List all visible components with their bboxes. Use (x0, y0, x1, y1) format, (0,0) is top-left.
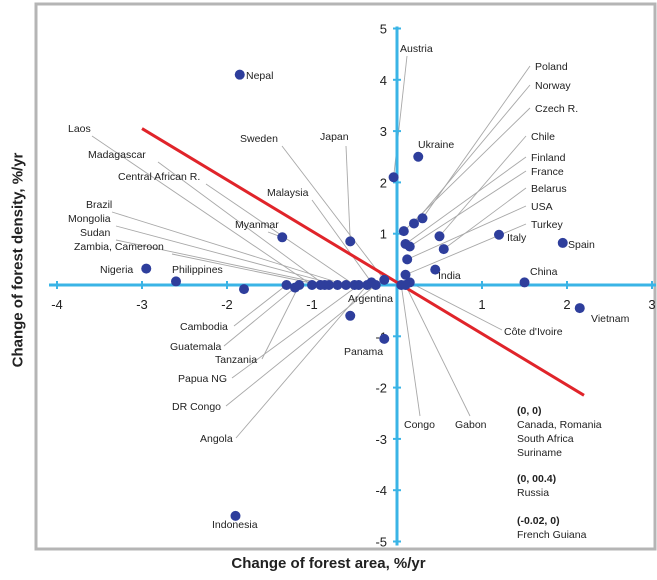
point-label: Laos (68, 123, 91, 135)
data-point (558, 238, 568, 248)
point-label: Spain (568, 239, 595, 251)
x-tick-label: 1 (478, 297, 485, 312)
point-label: India (438, 270, 461, 282)
point-label: Tanzania (215, 354, 257, 366)
point-label: DR Congo (172, 401, 221, 413)
y-tick-label: 3 (380, 124, 387, 139)
point-label: Panama (344, 346, 383, 358)
point-label: France (531, 166, 564, 178)
x-tick-label: 3 (648, 297, 655, 312)
data-point (418, 213, 428, 223)
point-label: Sweden (240, 133, 278, 145)
point-label: Italy (507, 232, 527, 244)
point-label: Angola (200, 433, 233, 445)
y-tick-label: -2 (375, 381, 387, 396)
data-point (409, 218, 419, 228)
data-point (405, 242, 415, 252)
point-label: Malaysia (267, 187, 309, 199)
point-label: Poland (535, 61, 568, 73)
point-label: Gabon (455, 419, 487, 431)
y-tick-label: 5 (380, 22, 387, 37)
point-label: Turkey (531, 219, 563, 231)
data-point (439, 244, 449, 254)
point-label: Mongolia (68, 213, 111, 225)
y-tick-label: 2 (380, 175, 387, 190)
point-label: Chile (531, 131, 555, 143)
data-point (294, 280, 304, 290)
data-point (239, 284, 249, 294)
point-label: Ukraine (418, 139, 454, 151)
point-label: Zambia, Cameroon (74, 241, 164, 253)
annotation-text: French Guiana (517, 529, 587, 541)
point-label: Austria (400, 43, 433, 55)
data-point (277, 232, 287, 242)
point-label: Philippines (172, 264, 223, 276)
annotation-text: (-0.02, 0) (517, 515, 560, 527)
x-tick-label: -4 (51, 297, 63, 312)
data-point (282, 280, 292, 290)
point-label: Japan (320, 131, 349, 143)
point-label: Papua NG (178, 373, 227, 385)
x-tick-label: -2 (221, 297, 233, 312)
point-label: Czech R. (535, 103, 578, 115)
point-label: Sudan (80, 227, 111, 239)
data-point (379, 334, 389, 344)
data-point (171, 276, 181, 286)
y-tick-label: -3 (375, 432, 387, 447)
point-label: Vietnam (591, 313, 630, 325)
annotation-text: (0, 0) (517, 405, 542, 417)
point-label: Cambodia (180, 321, 228, 333)
x-tick-label: 2 (563, 297, 570, 312)
data-point (413, 152, 423, 162)
data-point (401, 280, 411, 290)
point-label: Brazil (86, 199, 112, 211)
annotation-text: Suriname (517, 447, 562, 459)
y-tick-label: 4 (380, 73, 387, 88)
data-point (141, 264, 151, 274)
x-tick-label: -3 (136, 297, 148, 312)
point-label: Myanmar (235, 219, 279, 231)
data-point (520, 277, 530, 287)
data-point (389, 172, 399, 182)
point-label: Côte d'Ivoire (504, 326, 563, 338)
annotation-text: (0, 00.4) (517, 473, 556, 485)
y-tick-label: -5 (375, 535, 387, 550)
y-axis-label-wrap: Change of forest density, %/yr (4, 70, 32, 450)
point-label: Congo (404, 419, 435, 431)
point-label: Central African R. (118, 171, 200, 183)
x-tick-label: -1 (306, 297, 318, 312)
point-label: Madagascar (88, 149, 146, 161)
data-point (399, 226, 409, 236)
point-label: Indonesia (212, 519, 258, 531)
data-point (494, 230, 504, 240)
point-label: Guatemala (170, 341, 222, 353)
y-tick-label: -4 (375, 483, 387, 498)
y-tick-label: 1 (380, 227, 387, 242)
point-label: China (530, 266, 558, 278)
point-label: Norway (535, 80, 571, 92)
point-label: Belarus (531, 183, 567, 195)
annotation-text: Canada, Romania (517, 419, 602, 431)
data-point (575, 303, 585, 313)
x-axis-label: Change of forest area, %/yr (0, 555, 657, 572)
annotation-text: Russia (517, 487, 549, 499)
point-label: Nepal (246, 70, 273, 82)
point-label: USA (531, 201, 553, 213)
data-point (345, 236, 355, 246)
point-label: Nigeria (100, 264, 133, 276)
data-point (435, 231, 445, 241)
point-label: Argentina (348, 293, 393, 305)
data-point (379, 275, 389, 285)
annotation-text: South Africa (517, 433, 574, 445)
point-label: Finland (531, 152, 566, 164)
data-point (316, 280, 326, 290)
data-point (402, 254, 412, 264)
data-point (362, 280, 372, 290)
data-point (345, 311, 355, 321)
data-point (235, 70, 245, 80)
y-axis-label: Change of forest density, %/yr (10, 153, 27, 368)
